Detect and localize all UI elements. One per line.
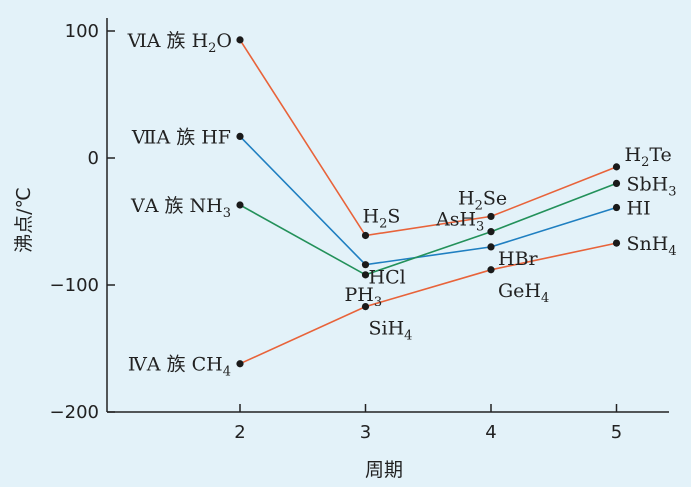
data-point bbox=[236, 132, 244, 141]
point-label: PH3​ bbox=[345, 284, 383, 310]
data-point bbox=[236, 36, 244, 44]
data-points bbox=[236, 36, 621, 368]
data-point bbox=[361, 302, 370, 311]
data-point bbox=[612, 203, 621, 212]
point-label: HBr bbox=[498, 248, 539, 270]
data-point bbox=[612, 163, 621, 171]
y-tick-label: −200 bbox=[50, 402, 99, 423]
x-tick-label: 4 bbox=[485, 422, 496, 443]
series-label: ⅥA 族 H2​O bbox=[127, 30, 232, 56]
point-label: SiH4​ bbox=[369, 318, 413, 344]
data-point bbox=[612, 179, 621, 187]
data-point bbox=[236, 360, 244, 368]
series-label: ⅦA 族 HF bbox=[131, 126, 231, 148]
series-lines bbox=[239, 39, 617, 365]
y-tick-label: 0 bbox=[88, 148, 99, 169]
data-point bbox=[487, 266, 495, 274]
series-label: ⅤA 族 NH3​ bbox=[130, 195, 231, 221]
data-point bbox=[361, 261, 370, 269]
data-point bbox=[612, 239, 621, 247]
point-label: AsH3​ bbox=[435, 209, 484, 235]
y-tick-label: −100 bbox=[50, 275, 99, 296]
series-line-0 bbox=[239, 39, 617, 237]
data-point bbox=[487, 212, 495, 221]
point-label: HCl bbox=[369, 267, 406, 289]
series-line-2 bbox=[239, 182, 617, 276]
data-point bbox=[487, 228, 495, 236]
x-tick-label: 5 bbox=[611, 422, 622, 443]
point-label: GeH4​ bbox=[498, 280, 549, 306]
x-axis-title: 周期 bbox=[365, 459, 403, 481]
point-label: H2​Te bbox=[625, 144, 672, 170]
point-label: HI bbox=[627, 198, 651, 220]
point-label: H2​S bbox=[363, 205, 401, 231]
axes: 100 0 −100 −200 2 3 4 5 bbox=[50, 18, 669, 443]
point-label: SbH3​ bbox=[627, 173, 677, 199]
point-label: SnH4​ bbox=[627, 233, 677, 259]
series-label: ⅣA 族 CH4​ bbox=[128, 354, 231, 380]
point-label: H2​Se bbox=[458, 187, 507, 213]
data-point bbox=[361, 231, 370, 240]
series-line-1 bbox=[239, 135, 617, 266]
data-point bbox=[236, 201, 244, 209]
y-axis-title: 沸点/℃ bbox=[13, 187, 35, 253]
x-tick-label: 3 bbox=[360, 422, 371, 443]
series-line-3 bbox=[239, 242, 617, 365]
data-point bbox=[361, 271, 370, 279]
x-tick-label: 2 bbox=[234, 422, 245, 443]
data-point bbox=[487, 243, 495, 251]
point-labels: ⅥA 族 H2​O H2​S H2​Se H2​Te ⅦA 族 HF HCl HBr HI ⅤA… bbox=[127, 30, 677, 380]
y-tick-label: 100 bbox=[65, 21, 99, 42]
